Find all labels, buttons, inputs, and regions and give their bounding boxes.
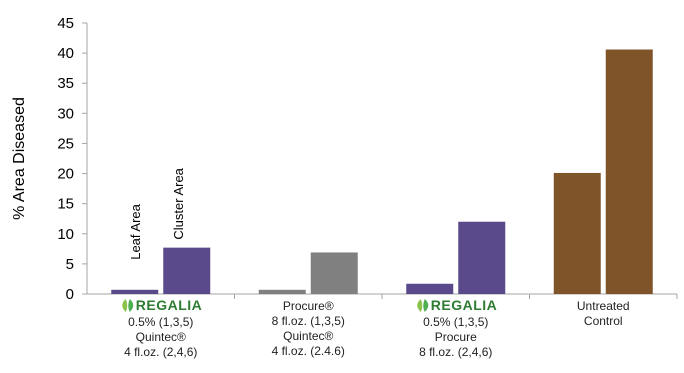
category-label: 0.5% (1,3,5) [423,315,488,329]
y-tick-label: 15 [57,196,74,213]
bar-leaf-area [553,172,601,294]
bar-leaf-area [111,289,159,294]
y-tick-label: 5 [66,256,74,273]
category-label: Control [584,314,623,328]
category-label: 8 fl.oz. (1,3,5) [272,314,345,328]
bar-cluster-area [458,221,506,294]
category-label: 0.5% (1,3,5) [128,315,193,329]
category-label: Procure [435,330,477,344]
cluster-area-annotation: Cluster Area [171,167,186,239]
y-tick-label: 45 [57,15,74,32]
bar-cluster-area [310,252,358,294]
y-tick-label: 40 [57,45,74,62]
leaf-icon [122,299,128,312]
category-label: 8 fl.oz. (2,4,6) [419,345,492,359]
leaf-icon [423,299,429,312]
bar-cluster-area [605,49,653,295]
bar-leaf-area [406,283,454,294]
y-tick-label: 30 [57,105,74,122]
category-label: 4 fl.oz. (2,4,6) [124,345,197,359]
y-tick-label: 25 [57,135,74,152]
leaf-icon [128,299,134,312]
leaf-area-annotation: Leaf Area [128,203,143,259]
y-tick-label: 10 [57,226,74,243]
category-label: Untreated [577,299,630,313]
category-label: 4 fl.oz. (2.4.6) [272,344,345,358]
brand-logo-text: REGALIA [431,297,498,313]
leaf-icon [417,299,423,312]
brand-logo-text: REGALIA [136,297,203,313]
category-label: Procure® [283,299,334,313]
y-tick-label: 35 [57,75,74,92]
bar-leaf-area [258,289,306,294]
y-tick-label: 0 [66,286,74,303]
bar-cluster-area [163,247,211,294]
y-axis-title: % Area Diseased [11,97,28,220]
category-label: Quintec® [283,329,333,343]
y-tick-label: 20 [57,166,74,183]
category-label: Quintec® [136,330,186,344]
